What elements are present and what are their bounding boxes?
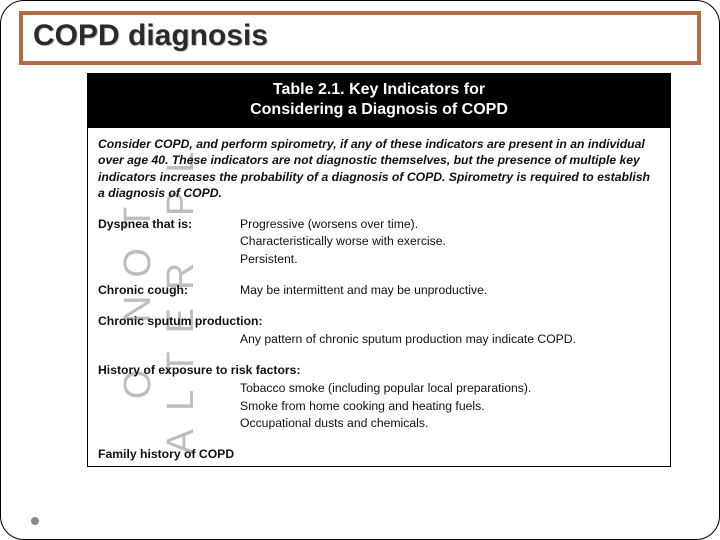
table-container: Table 2.1. Key Indicators for Considerin… <box>87 73 671 467</box>
footer-bullet-icon <box>31 517 39 525</box>
table-header-line1: Table 2.1. Key Indicators for <box>92 80 666 100</box>
exposure-desc: Tobacco smoke (including popular local p… <box>98 380 660 431</box>
row-sputum: Chronic sputum production: Any pattern o… <box>98 313 660 348</box>
table-header: Table 2.1. Key Indicators for Considerin… <box>88 74 670 128</box>
row-cough: Chronic cough: May be intermittent and m… <box>98 282 660 298</box>
table-body: Consider COPD, and perform spirometry, i… <box>88 128 670 466</box>
cough-desc: May be intermittent and may be unproduct… <box>240 282 660 298</box>
title-box: COPD diagnosis <box>19 11 701 65</box>
family-label: Family history of COPD <box>98 446 660 462</box>
dyspnea-line3: Persistent. <box>240 251 660 267</box>
row-dyspnea: Dyspnea that is: Progressive (worsens ov… <box>98 216 660 268</box>
exposure-label: History of exposure to risk factors: <box>98 362 660 378</box>
row-exposure: History of exposure to risk factors: Tob… <box>98 362 660 432</box>
cough-label: Chronic cough: <box>98 282 240 298</box>
sputum-desc: Any pattern of chronic sputum production… <box>98 331 660 347</box>
exposure-line2: Smoke from home cooking and heating fuel… <box>240 398 660 414</box>
exposure-line1: Tobacco smoke (including popular local p… <box>240 380 660 396</box>
exposure-line3: Occupational dusts and chemicals. <box>240 415 660 431</box>
intro-text: Consider COPD, and perform spirometry, i… <box>98 136 660 202</box>
dyspnea-label: Dyspnea that is: <box>98 216 240 268</box>
dyspnea-line1: Progressive (worsens over time). <box>240 216 660 232</box>
sputum-label: Chronic sputum production: <box>98 313 660 329</box>
table-header-line2: Considering a Diagnosis of COPD <box>92 100 666 120</box>
page-title: COPD diagnosis <box>33 19 687 53</box>
slide-frame: COPD diagnosis O NOT ALTER PL Table 2.1.… <box>0 0 720 540</box>
dyspnea-desc: Progressive (worsens over time). Charact… <box>240 216 660 268</box>
dyspnea-line2: Characteristically worse with exercise. <box>240 233 660 249</box>
